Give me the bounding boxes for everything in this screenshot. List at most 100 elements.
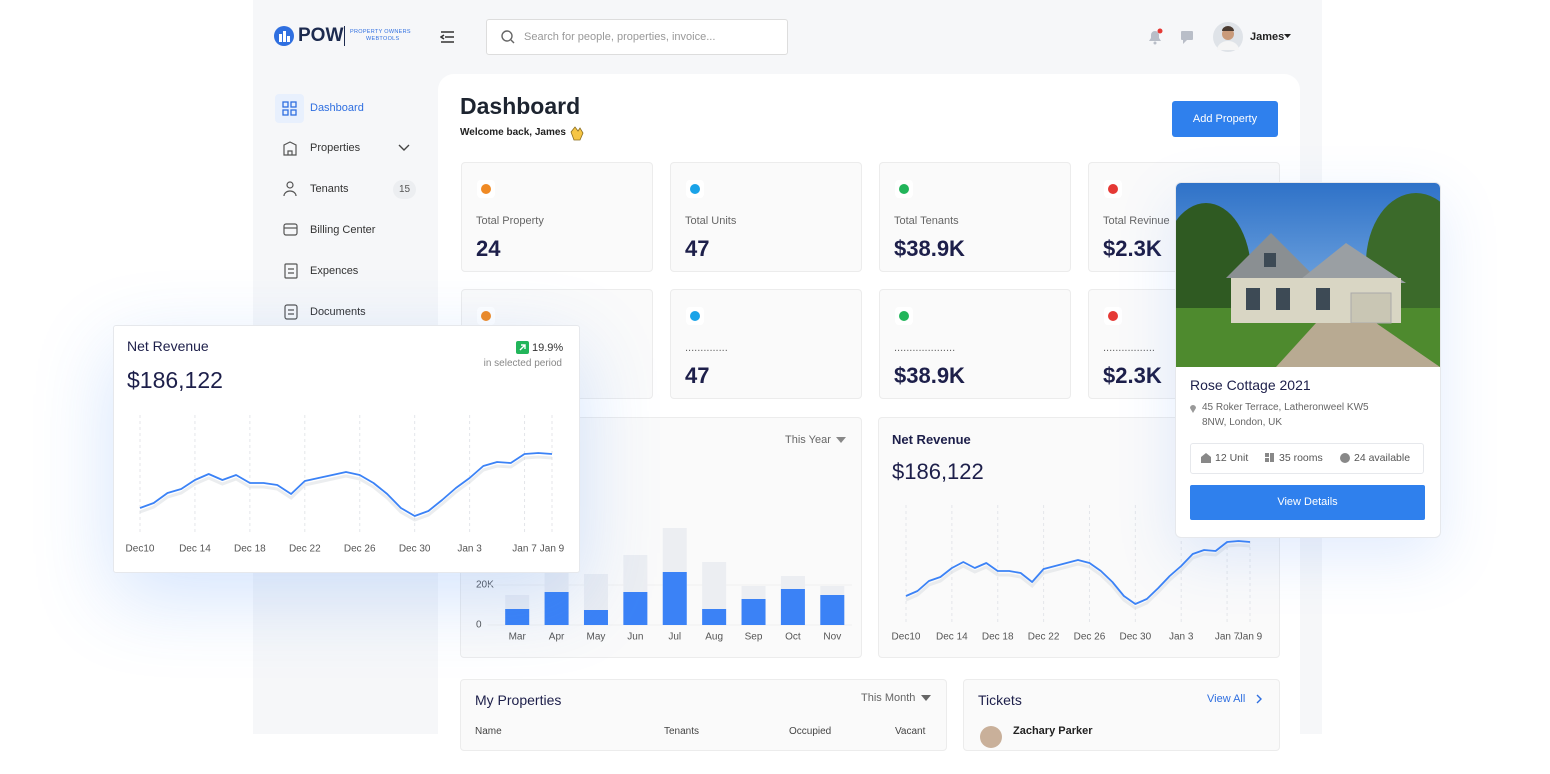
stat-label: Total Tenants <box>894 215 959 227</box>
stat-value: 47 <box>685 363 710 388</box>
bar <box>544 592 569 625</box>
search-box[interactable] <box>486 19 788 55</box>
add-property-button[interactable]: Add Property <box>1172 101 1278 137</box>
x-tick-label: Dec10 <box>126 544 155 555</box>
logo-icon <box>274 26 294 46</box>
revenue-chart: Dec10 Dec 14 Dec 18 Dec 22 Dec 26 Dec 30 Jan 3… <box>892 505 1263 643</box>
view-details-button[interactable]: View Details <box>1190 485 1425 520</box>
notification-bell[interactable] <box>1146 28 1164 46</box>
stat-icon <box>686 180 704 198</box>
stat-icon-glyph <box>690 311 700 321</box>
line-shadow <box>905 543 1251 610</box>
bar <box>780 589 805 625</box>
stat-icon-glyph <box>899 311 909 321</box>
user-caret <box>1284 34 1291 38</box>
stat-value: $2.3K <box>1103 363 1162 388</box>
avatar[interactable] <box>1213 22 1243 52</box>
features-box <box>1190 443 1424 474</box>
x-tick-label: Mar <box>509 632 527 643</box>
stat-label: Total Units <box>685 215 737 227</box>
stat-card <box>461 162 653 272</box>
x-tick-label: Dec 30 <box>1119 632 1151 643</box>
stat-icon <box>895 180 913 198</box>
logo-text: POW <box>298 25 344 46</box>
revenue-total: $186,122 <box>892 459 984 484</box>
x-tick-label: Dec 18 <box>982 632 1014 643</box>
messages-icon[interactable] <box>1179 28 1197 46</box>
stat-value: 24 <box>476 236 501 261</box>
filter-caret <box>836 437 846 443</box>
stat-icon-glyph <box>690 184 700 194</box>
feature-icons <box>1201 453 1350 463</box>
stat-icon <box>477 307 495 325</box>
stat-label: ................. <box>1103 342 1155 354</box>
nav-item[interactable]: Documents <box>310 306 366 318</box>
stat-icon <box>1104 180 1122 198</box>
x-tick-label: Jun <box>627 632 643 643</box>
nav-icons <box>283 141 298 320</box>
overlay-total: $186,122 <box>127 367 223 393</box>
nav-item[interactable]: Properties <box>310 142 361 154</box>
overlay-chart: Dec10 Dec 14 Dec 18 Dec 22 Dec 26 Dec 30 Jan 3… <box>126 415 565 555</box>
nav-chevron[interactable] <box>398 144 410 152</box>
page: POW PROPERTY OWNERS WEBTOOLS Search for … <box>113 19 1441 751</box>
x-tick-label: Dec 22 <box>1028 632 1060 643</box>
bar <box>505 609 530 625</box>
x-tick-label: Jan 7 <box>1215 632 1240 643</box>
revenue-overlay <box>113 325 580 573</box>
x-tick-label: Jul <box>668 632 681 643</box>
page-title: Dashboard <box>460 93 581 119</box>
x-tick-label: Nov <box>823 632 841 643</box>
bar <box>702 609 727 625</box>
my-properties-filter[interactable]: This Month <box>861 692 916 704</box>
user-name[interactable]: James <box>1250 31 1285 43</box>
pin-icon <box>1190 405 1196 413</box>
logo-tagline: WEBTOOLS <box>366 36 400 42</box>
nav-icon-active <box>275 94 304 123</box>
x-tick-label: Dec 18 <box>234 544 266 555</box>
nav-item[interactable]: Expences <box>310 265 359 277</box>
logo-divider <box>344 26 345 46</box>
stat-label: .............. <box>685 342 728 354</box>
filter-caret <box>921 695 931 701</box>
menu-toggle[interactable] <box>440 30 455 44</box>
column-header: Name <box>475 726 502 737</box>
feature: 12 Unit <box>1215 452 1249 464</box>
x-tick-label: Dec 14 <box>179 544 211 555</box>
y-tick-label: 0 <box>476 620 482 631</box>
x-tick-label: Jan 7 <box>512 544 537 555</box>
property-address: 8NW, London, UK <box>1202 417 1283 428</box>
stat-icon-glyph <box>481 311 491 321</box>
my-properties-title: My Properties <box>475 692 562 708</box>
x-tick-label: Dec10 <box>892 632 921 643</box>
nav-item[interactable]: Billing Center <box>310 224 376 236</box>
stat-icon-glyph <box>481 184 491 194</box>
tickets-title: Tickets <box>978 692 1022 708</box>
change-note: in selected period <box>483 358 562 369</box>
bar <box>741 599 766 625</box>
stat-label: Total Revinue <box>1103 215 1170 227</box>
logo-tagline: PROPERTY OWNERS <box>350 29 411 35</box>
bar <box>662 572 687 625</box>
stat-icon <box>477 180 495 198</box>
bar-chart: 0 20K Mar Apr May Jun Jul Aug Sep Oct Nov <box>476 528 852 643</box>
revenue-title: Net Revenue <box>892 432 971 447</box>
nav-item[interactable]: Dashboard <box>310 102 364 114</box>
bar <box>583 610 608 625</box>
my-properties-card <box>460 679 947 751</box>
x-tick-label: Jan 3 <box>457 544 482 555</box>
bar-filter[interactable]: This Year <box>785 434 831 446</box>
wave-emoji <box>570 126 584 141</box>
x-tick-label: Dec 26 <box>344 544 376 555</box>
x-tick-label: Jan 3 <box>1169 632 1194 643</box>
nav-badge: 15 <box>393 180 416 199</box>
x-tick-label: Oct <box>785 632 801 643</box>
stat-icon <box>1104 307 1122 325</box>
nav-item[interactable]: Tenants <box>310 183 349 195</box>
chevron <box>1256 694 1262 704</box>
view-all-link[interactable]: View All <box>1207 693 1246 705</box>
stat-icon <box>686 307 704 325</box>
x-tick-label: Dec 26 <box>1074 632 1106 643</box>
stat-icon-glyph <box>899 184 909 194</box>
property-address: 45 Roker Terrace, Latheronweel KW5 <box>1202 402 1369 413</box>
